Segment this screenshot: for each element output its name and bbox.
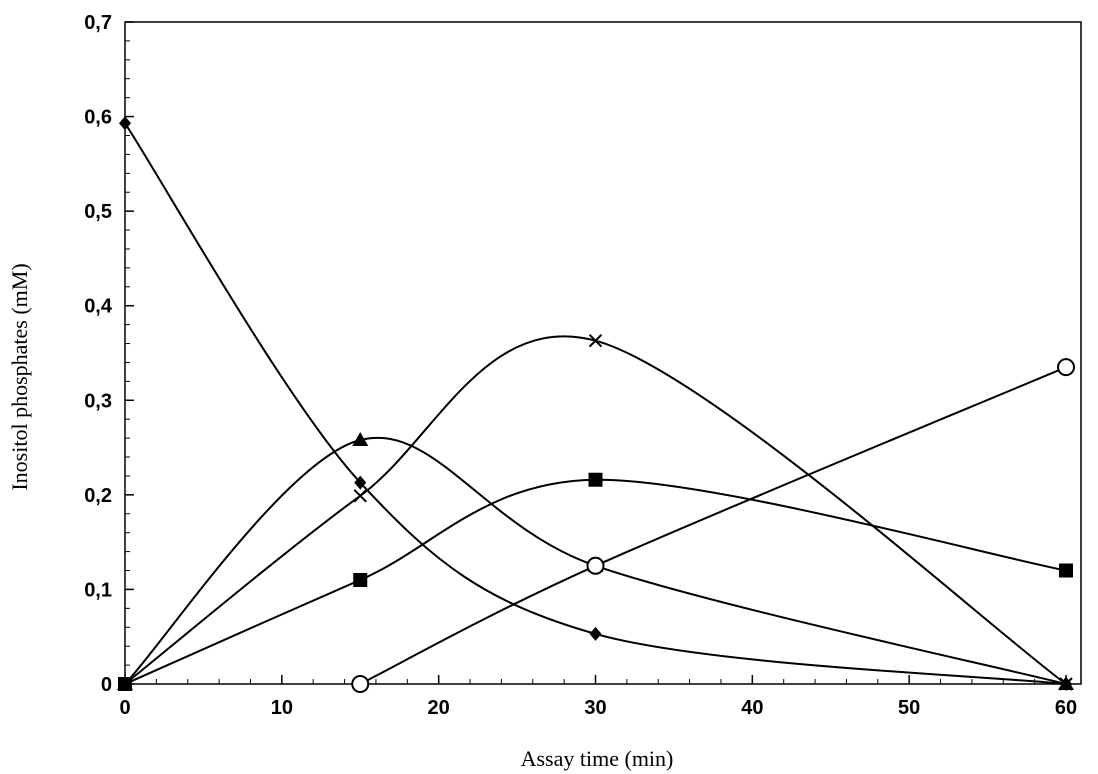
cross-series-point — [1059, 677, 1073, 691]
y-tick-label: 0,7 — [84, 12, 112, 34]
x-tick-label: 40 — [741, 697, 763, 719]
triangle-series-point — [352, 432, 369, 447]
y-tick-label: 0,6 — [84, 107, 112, 129]
y-tick-label: 0 — [101, 674, 112, 696]
x-tick-label: 20 — [428, 697, 450, 719]
square-series-line — [124, 478, 1067, 685]
x-tick-label: 60 — [1055, 697, 1077, 719]
y-axis-title: Inositol phosphates (mM) — [7, 263, 32, 490]
circle-series-point — [1057, 358, 1075, 377]
y-tick-label: 0,4 — [84, 296, 113, 318]
diamond-series-point — [354, 475, 367, 490]
cross-series-point — [588, 333, 603, 348]
diamond-series-point — [589, 626, 602, 641]
series-lines — [124, 122, 1067, 685]
x-tick-label: 10 — [271, 697, 293, 719]
series-markers — [117, 116, 1075, 693]
square-series-point — [1059, 563, 1073, 578]
tick-labels: 0 0,1 0,2 0,3 0,4 0,5 0,6 0,7 0 10 20 30 40 50 60 — [84, 12, 1077, 719]
cross-series-line — [124, 335, 1067, 685]
y-tick-label: 0,5 — [84, 201, 112, 223]
square-series-point — [353, 572, 368, 587]
y-tick-label: 0,2 — [84, 485, 112, 507]
circle-series-line — [359, 366, 1067, 685]
square-series-point — [588, 472, 603, 487]
x-tick-label: 30 — [584, 697, 606, 719]
diamond-series-line — [124, 122, 1067, 685]
square-series-point — [118, 677, 132, 691]
x-tick-label: 0 — [119, 697, 130, 719]
diamond-series-point — [119, 116, 131, 131]
triangle-series-line — [124, 437, 1067, 685]
circle-series-point — [586, 556, 605, 575]
cross-series-point — [353, 489, 367, 503]
y-tick-label: 0,3 — [84, 390, 112, 412]
circle-series-point — [351, 675, 370, 693]
x-tick-label: 50 — [898, 697, 920, 719]
x-axis-title: Assay time (min) — [521, 746, 674, 771]
plot-frame — [124, 21, 1082, 685]
y-tick-label: 0,1 — [84, 579, 112, 601]
